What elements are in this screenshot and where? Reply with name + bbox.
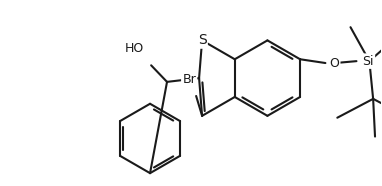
- Text: S: S: [198, 33, 207, 47]
- Text: HO: HO: [125, 42, 144, 55]
- Text: Si: Si: [363, 55, 374, 68]
- Text: O: O: [329, 57, 339, 70]
- Text: Br: Br: [182, 73, 196, 86]
